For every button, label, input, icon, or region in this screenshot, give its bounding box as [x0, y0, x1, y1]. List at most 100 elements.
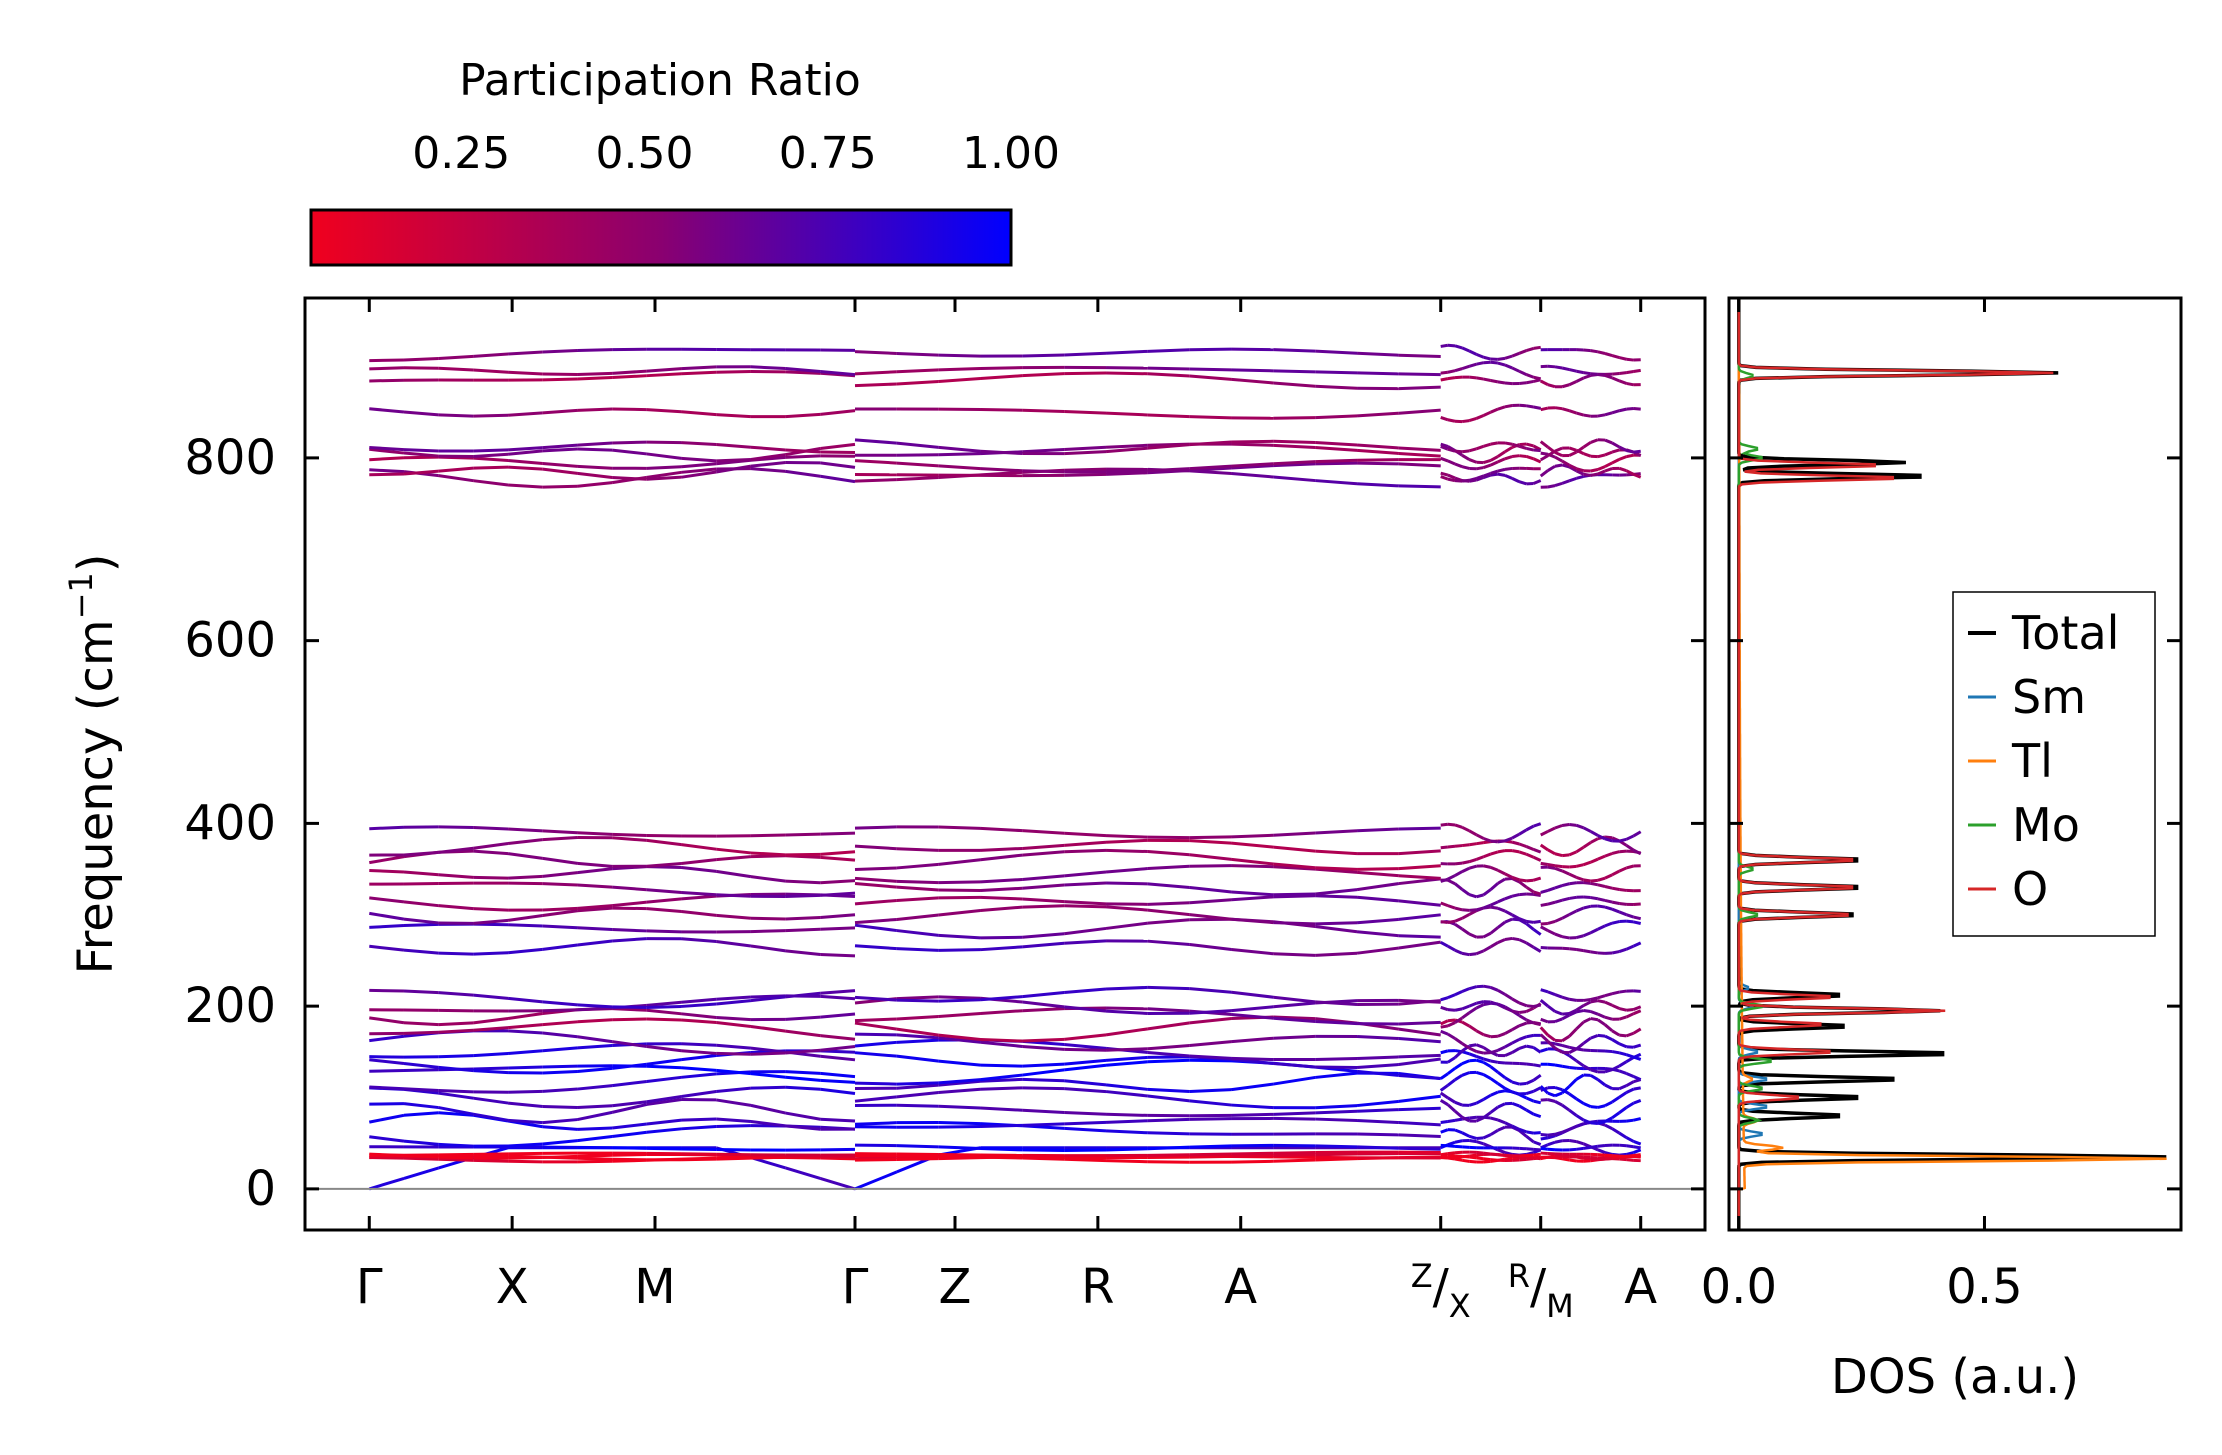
band-line-segment	[1576, 369, 1584, 375]
band-line-segment	[1147, 1087, 1190, 1094]
band-line-segment	[1483, 864, 1492, 869]
band-line-segment	[1105, 1112, 1148, 1117]
band-line-segment	[980, 945, 1023, 952]
band-line-segment	[896, 368, 939, 374]
y-axis-label: Frequency (cm−1)	[62, 553, 124, 974]
band-line-segment	[542, 835, 578, 842]
band-line-segment	[1189, 839, 1232, 845]
band-line-segment	[716, 855, 752, 862]
band-line-segment	[938, 1145, 981, 1151]
band-line-segment	[1597, 897, 1606, 902]
band-line-segment	[403, 922, 439, 928]
band-line-segment	[1526, 1033, 1534, 1039]
band-line-segment	[1147, 372, 1190, 378]
band-line-segment	[1147, 864, 1190, 871]
band-line-segment	[369, 896, 405, 904]
band-line-segment	[1626, 1007, 1634, 1012]
band-line-segment	[1398, 484, 1441, 489]
band-line-segment	[820, 831, 856, 836]
band-line-segment	[896, 1083, 939, 1090]
band-line-segment	[542, 467, 578, 475]
band-line-segment	[1398, 1057, 1441, 1066]
band-line-segment	[1504, 466, 1513, 471]
band-line-segment	[1475, 352, 1485, 359]
band-line-segment	[1633, 1099, 1642, 1105]
band-line-segment	[438, 1155, 474, 1160]
band-line-segment	[1461, 419, 1470, 424]
band-line-segment	[1597, 465, 1606, 471]
band-line-segment	[1273, 845, 1316, 853]
band-line-segment	[403, 1087, 439, 1093]
band-line-segment	[612, 1005, 647, 1009]
band-line-segment	[473, 842, 509, 850]
band-line-segment	[1490, 1116, 1499, 1122]
band-line-segment	[854, 1017, 897, 1023]
band-line-segment	[1604, 1049, 1613, 1054]
band-line-segment	[1398, 864, 1441, 871]
band-line-segment	[1540, 921, 1548, 926]
band-line-segment	[1633, 1145, 1641, 1150]
band-line-segment	[980, 1147, 1023, 1152]
band-line-segment	[980, 1106, 1023, 1112]
band-line-segment	[1447, 1140, 1456, 1147]
band-line-segment	[1398, 1037, 1441, 1044]
band-line-segment	[1575, 445, 1585, 454]
band-line-segment	[1447, 1018, 1456, 1023]
band-line-segment	[1533, 448, 1541, 453]
band-line-segment	[750, 467, 786, 473]
band-line-segment	[577, 1018, 613, 1024]
band-line-segment	[1447, 844, 1456, 849]
band-line-segment	[1618, 1131, 1628, 1139]
band-line-segment	[1597, 1018, 1606, 1026]
band-line-segment	[1525, 1006, 1535, 1013]
band-line-segment	[611, 1130, 648, 1138]
band-line-segment	[980, 846, 1023, 852]
band-line-segment	[1022, 1068, 1065, 1077]
band-line-segment	[1315, 1104, 1358, 1110]
band-line-segment	[1147, 469, 1190, 475]
band-line-segment	[938, 1059, 981, 1067]
band-line-segment	[1454, 344, 1463, 350]
band-line-segment	[820, 1034, 856, 1041]
band-line-segment	[1561, 913, 1570, 920]
band-line-segment	[473, 413, 509, 418]
band-line-segment	[646, 1017, 682, 1022]
band-line-segment	[1568, 1092, 1578, 1101]
band-line-segment	[542, 1020, 578, 1027]
band-line-segment	[542, 924, 578, 930]
band-line-segment	[1064, 900, 1107, 906]
band-line-segment	[1568, 872, 1578, 879]
band-line-segment	[1483, 1142, 1492, 1149]
band-line-segment	[542, 1087, 578, 1093]
band-line-segment	[1475, 833, 1485, 840]
band-line-segment	[577, 904, 613, 910]
band-line-segment	[938, 353, 981, 358]
band-line-segment	[369, 1085, 405, 1091]
band-line-segment	[1105, 838, 1148, 844]
band-line-segment	[612, 1146, 647, 1150]
band-line-segment	[1540, 1098, 1548, 1102]
band-line-segment	[854, 923, 898, 933]
band-line-segment	[1518, 480, 1527, 486]
band-line-segment	[980, 826, 1023, 833]
band-line-segment	[542, 1031, 578, 1039]
band-line-segment	[1461, 1011, 1471, 1020]
band-line-segment	[1490, 865, 1499, 872]
band-line-segment	[820, 1087, 856, 1095]
band-line-segment	[1519, 442, 1527, 447]
band-line-segment	[1439, 1099, 1449, 1106]
band-line-segment	[403, 448, 439, 453]
band-line-segment	[1611, 907, 1620, 914]
band-line-segment	[1440, 1005, 1449, 1012]
band-line-segment	[1398, 1106, 1441, 1112]
band-line-segment	[1568, 446, 1577, 452]
band-line-segment	[1022, 850, 1065, 857]
band-line-segment	[508, 1156, 543, 1160]
band-line-segment	[750, 1024, 786, 1033]
band-line-segment	[1022, 1086, 1065, 1091]
band-line-segment	[1554, 481, 1563, 488]
band-line-segment	[1461, 1071, 1470, 1077]
band-line-segment	[1105, 349, 1148, 355]
band-line-segment	[1497, 1089, 1506, 1094]
band-line-segment	[577, 1003, 613, 1009]
